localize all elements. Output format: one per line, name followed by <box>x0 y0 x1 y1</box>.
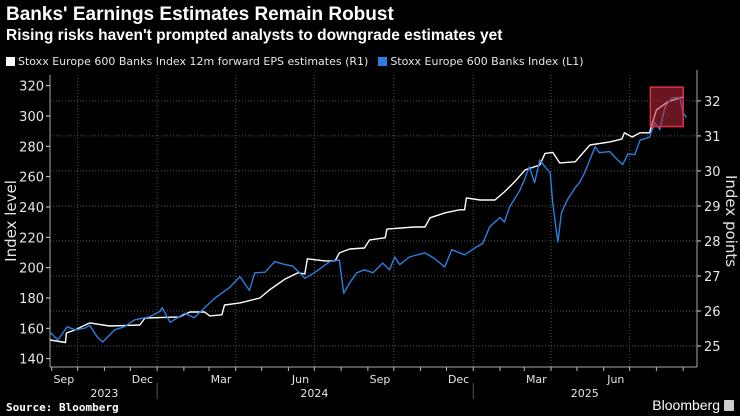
year-label: 2025 <box>571 387 599 400</box>
left-tick-label: 180 <box>19 292 44 307</box>
right-tick-label: 27 <box>704 270 721 285</box>
month-label: Mar <box>211 373 232 386</box>
legend-swatch-eps <box>6 57 15 66</box>
right-axis-title: Index points <box>722 175 740 267</box>
month-label: Sep <box>370 373 391 386</box>
chart-title: Banks' Earnings Estimates Remain Robust <box>6 4 394 25</box>
left-tick-label: 320 <box>19 80 44 95</box>
right-tick-label: 30 <box>704 165 721 180</box>
highlight-box <box>649 86 684 128</box>
left-tick-label: 280 <box>19 140 44 155</box>
legend-item-eps: Stoxx Europe 600 Banks Index 12m forward… <box>6 55 368 68</box>
year-label: 2024 <box>300 387 328 400</box>
left-tick-label: 140 <box>19 353 44 368</box>
legend-label-eps: Stoxx Europe 600 Banks Index 12m forward… <box>18 55 369 68</box>
legend-label-index: Stoxx Europe 600 Banks Index (L1) <box>390 55 584 68</box>
left-tick-label: 160 <box>19 322 44 337</box>
month-label: Mar <box>526 373 547 386</box>
left-tick-label: 200 <box>19 262 44 277</box>
month-label: Dec <box>448 373 469 386</box>
month-label: Jun <box>291 373 309 386</box>
right-tick-label: 29 <box>704 200 721 215</box>
left-tick-label: 220 <box>19 231 44 246</box>
right-tick-label: 26 <box>704 305 721 320</box>
source-note: Source: Bloomberg <box>6 401 119 414</box>
bloomberg-logo: Bloomberg <box>652 397 720 413</box>
month-label: Dec <box>132 373 153 386</box>
right-tick-label: 32 <box>704 95 721 110</box>
year-label: 2023 <box>90 387 118 400</box>
legend: Stoxx Europe 600 Banks Index 12m forward… <box>6 55 584 68</box>
right-tick-label: 28 <box>704 235 721 250</box>
legend-item-index: Stoxx Europe 600 Banks Index (L1) <box>378 55 584 68</box>
legend-swatch-index <box>378 57 388 66</box>
series-line-eps <box>49 96 684 344</box>
chart-subtitle: Rising risks haven't prompted analysts t… <box>6 27 503 44</box>
left-tick-label: 300 <box>19 110 44 125</box>
month-label: Sep <box>53 373 74 386</box>
month-label: Jun <box>606 373 624 386</box>
bloomberg-terminal-icon <box>724 400 734 411</box>
left-tick-label: 260 <box>19 171 44 186</box>
right-tick-label: 25 <box>704 340 721 355</box>
left-tick-label: 240 <box>19 201 44 216</box>
series-line-index <box>49 97 688 343</box>
right-tick-label: 31 <box>704 130 721 145</box>
left-axis-title: Index level <box>2 180 20 262</box>
